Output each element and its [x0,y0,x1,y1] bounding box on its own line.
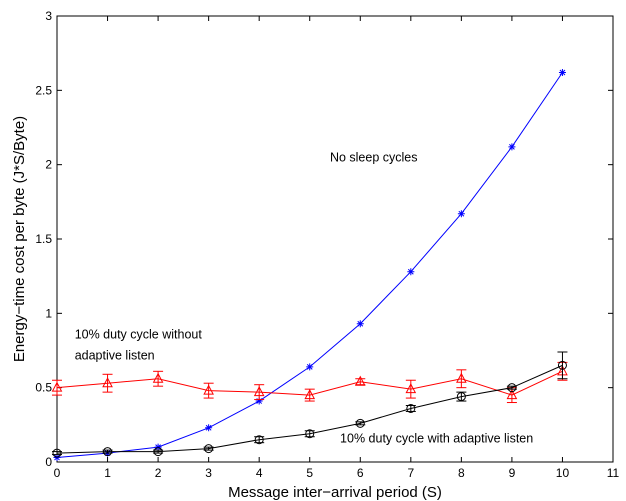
data-point [204,444,214,454]
data-point [508,143,516,151]
plot-area [56,15,614,463]
series-layer [51,68,568,462]
data-point [456,372,467,383]
data-point [102,377,113,388]
annotations: No sleep cycles 10% duty cycle without ada… [75,151,534,446]
data-point [205,424,213,432]
data-point [356,320,364,328]
data-point [305,429,315,439]
axis-ticks: 0 1 2 3 4 5 6 7 8 9 10 11 0 0.5 1 1.5 2 2.5 3 [35,9,619,480]
data-point [306,363,314,371]
x-tick-label: 1 [104,466,111,480]
x-tick-label: 4 [256,466,263,480]
x-tick-label: 0 [54,466,61,480]
data-point [406,403,416,413]
data-point [51,381,63,392]
data-point [558,68,566,76]
x-tick-label: 5 [306,466,313,480]
annotation-text: 10% duty cycle without [75,328,203,342]
y-tick-label: 1.5 [35,232,52,246]
data-point [354,375,366,386]
data-point [153,447,163,457]
x-tick-label: 10 [556,466,570,480]
data-point [255,397,263,405]
x-axis-label: Message inter−arrival period (S) [228,484,442,501]
error-bar [557,351,568,380]
data-point [304,389,316,400]
error-bar [355,378,366,386]
x-tick-label: 7 [407,466,414,480]
data-point [507,383,517,393]
data-point [253,386,265,397]
data-point [407,268,415,276]
data-point [506,389,518,400]
data-point [103,447,113,457]
data-point [557,360,567,370]
y-tick-label: 1 [45,306,52,320]
data-point [456,392,466,402]
annotation-text: adaptive listen [75,348,155,362]
annotation-text: No sleep cycles [330,151,418,165]
y-tick-label: 2.5 [35,83,52,97]
x-tick-label: 11 [607,466,620,480]
data-point [457,210,465,218]
data-point [52,448,62,458]
data-point [355,418,365,428]
y-axis-label: Energy−time cost per byte (J*S/Byte) [11,116,28,362]
x-tick-label: 9 [509,466,516,480]
series-3 [52,351,568,458]
y-tick-label: 0 [45,455,52,469]
x-tick-label: 8 [458,466,465,480]
data-point [152,372,164,383]
y-tick-label: 2 [45,158,52,172]
x-tick-label: 3 [205,466,212,480]
annotation-text: 10% duty cycle with adaptive listen [340,432,533,446]
data-point [405,383,417,394]
x-tick-label: 6 [357,466,364,480]
y-tick-label: 3 [45,9,52,23]
x-tick-label: 2 [155,466,162,480]
y-tick-label: 0.5 [35,381,52,395]
data-point [254,435,264,445]
data-point [203,384,214,395]
